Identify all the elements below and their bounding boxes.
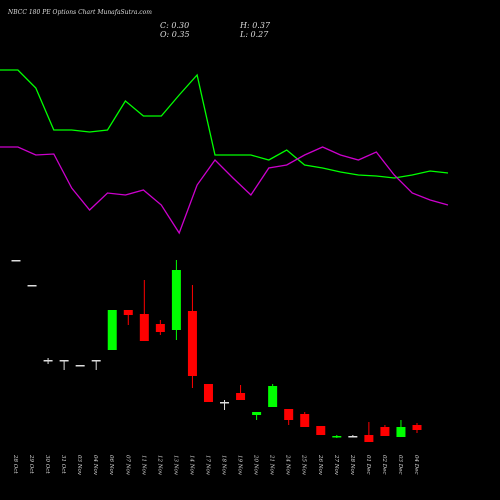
candle-body bbox=[75, 365, 85, 367]
x-tick-label: 17 Nov bbox=[204, 455, 210, 476]
candle-body bbox=[268, 386, 278, 407]
candle-body bbox=[43, 360, 53, 362]
x-tick-label: 04 Nov bbox=[92, 455, 98, 476]
x-tick-label: 12 Nov bbox=[156, 455, 162, 476]
x-tick-label: 30 Oct bbox=[44, 455, 50, 474]
candle-body bbox=[27, 285, 37, 287]
chart-title: NBCC 180 PE Options Chart MunafaSutra.co… bbox=[7, 9, 152, 16]
ohlc-open: O: 0.35 bbox=[160, 30, 190, 39]
x-tick-label: 24 Nov bbox=[285, 454, 291, 476]
candle-body bbox=[11, 260, 21, 262]
x-tick-label: 20 Nov bbox=[253, 454, 259, 476]
x-tick-label: 04 Dec bbox=[413, 455, 419, 475]
x-tick-label: 06 Nov bbox=[108, 455, 114, 476]
candle-body bbox=[364, 435, 374, 442]
candle-body bbox=[348, 436, 358, 438]
x-tick-label: 07 Nov bbox=[124, 455, 130, 476]
candle-body bbox=[396, 427, 406, 437]
ohlc-close: C: 0.30 bbox=[160, 21, 189, 30]
candle-body bbox=[332, 436, 342, 438]
candle-body bbox=[59, 360, 69, 362]
x-tick-label: 18 Nov bbox=[221, 455, 227, 476]
candle-body bbox=[220, 402, 230, 404]
candle-body bbox=[203, 384, 213, 402]
x-tick-label: 28 Oct bbox=[12, 454, 18, 474]
x-tick-label: 28 Nov bbox=[349, 454, 355, 476]
x-tick-label: 01 Dec bbox=[365, 455, 371, 475]
x-tick-label: 13 Nov bbox=[172, 455, 178, 476]
candle-body bbox=[412, 425, 422, 430]
x-tick-label: 31 Oct bbox=[60, 455, 66, 474]
candle-body bbox=[300, 414, 310, 427]
x-tick-label: 26 Nov bbox=[317, 454, 323, 476]
candle-body bbox=[316, 426, 326, 435]
candle-body bbox=[91, 360, 101, 362]
x-tick-label: 14 Nov bbox=[188, 455, 194, 476]
x-tick-label: 03 Nov bbox=[76, 455, 82, 476]
x-tick-label: 02 Dec bbox=[381, 455, 387, 475]
x-tick-label: 03 Dec bbox=[397, 455, 403, 475]
indicator-line bbox=[0, 146, 449, 235]
x-tick-label: 25 Nov bbox=[301, 454, 307, 476]
ohlc-high: H: 0.37 bbox=[239, 21, 271, 30]
candle-body bbox=[284, 409, 294, 420]
x-tick-label: 21 Nov bbox=[269, 454, 275, 476]
indicator-line bbox=[0, 69, 449, 179]
candle-body bbox=[236, 393, 246, 400]
candle-body bbox=[187, 311, 197, 376]
x-tick-label: 11 Nov bbox=[140, 455, 146, 476]
candle-body bbox=[171, 270, 181, 330]
x-tick-label: 27 Nov bbox=[333, 454, 339, 476]
x-tick-label: 29 Oct bbox=[28, 454, 34, 474]
candle-body bbox=[107, 310, 117, 350]
candle-body bbox=[155, 324, 165, 332]
x-tick-label: 19 Nov bbox=[237, 455, 243, 476]
ohlc-low: L: 0.27 bbox=[239, 30, 269, 39]
candle-body bbox=[380, 427, 390, 436]
candle-body bbox=[123, 310, 133, 315]
candle-body bbox=[139, 314, 149, 341]
candle-body bbox=[252, 412, 262, 415]
